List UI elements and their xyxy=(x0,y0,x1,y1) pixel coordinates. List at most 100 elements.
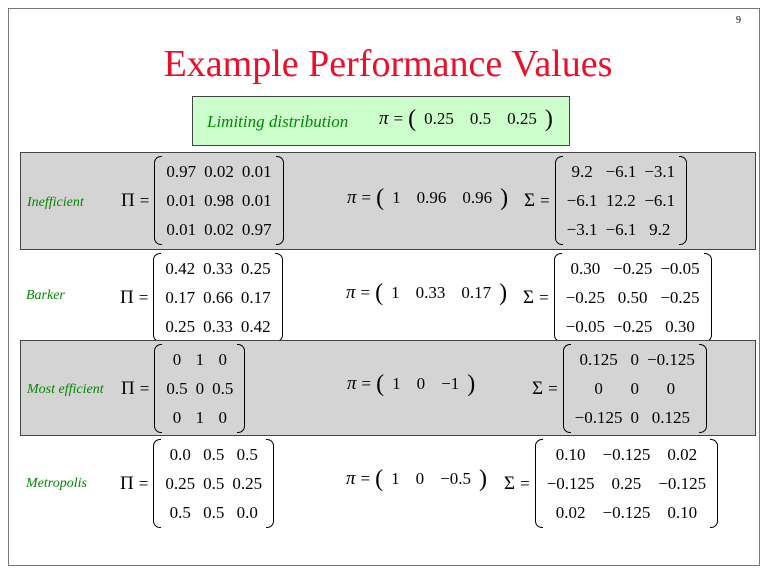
pi-vector-equation: π =(1 0 −0.5) xyxy=(346,467,487,491)
matrix-cell: 0.10 xyxy=(667,503,698,522)
limiting-distribution-box: Limiting distribution π = ( 0.25 0.5 0.2… xyxy=(192,96,570,146)
matrix-cell: 0.0 xyxy=(169,445,191,464)
matrix-cell: 0.5 xyxy=(169,503,191,522)
transition-matrix: 0.0 0.5 0.5 0.25 0.5 0.25 0.5 0.5 0.0 xyxy=(153,439,274,528)
covariance-matrix: 0.30 −0.25 −0.05 −0.25 0.50 −0.25 −0.05 −0.25 0.… xyxy=(553,253,712,342)
matrix-cell: 0.02 xyxy=(555,503,586,522)
matrix-cell: −0.125 xyxy=(658,474,707,493)
covariance-matrix: 0.10 −0.125 0.02 −0.125 0.25 −0.125 0.02 −0.125… xyxy=(534,439,719,528)
equals-sign: = xyxy=(520,473,530,493)
vector-value: 1 xyxy=(392,188,401,207)
capital-pi-symbol: Π xyxy=(120,286,134,308)
row-barker: Barker Π = 0.42 0.33 0.25 0.17 0.66 0.17 0.25 0.33… xyxy=(20,250,756,342)
equals-sign: = xyxy=(138,473,149,493)
matrix-cell: 0.17 xyxy=(240,288,271,307)
matrix-cell: −0.125 xyxy=(574,408,623,427)
pi-vector: (1 0 −1) xyxy=(376,372,475,396)
matrix-cell: 0.25 xyxy=(240,259,271,278)
matrix-cell: 0.30 xyxy=(570,259,601,278)
row-inefficient: Inefficient Π = 0.97 0.02 0.01 0.01 0.98 0.01 0.0… xyxy=(20,152,756,250)
matrix-cell: 0.25 xyxy=(611,474,642,493)
left-paren: ( xyxy=(376,185,385,211)
matrix-cell: 0.125 xyxy=(579,350,618,369)
matrix-cell: 0 xyxy=(630,408,640,427)
vector-value: 0.96 xyxy=(416,188,447,207)
page-title: Example Performance Values xyxy=(163,43,613,85)
matrix-cell: −0.25 xyxy=(613,317,653,336)
covariance-matrix: 0.125 0 −0.125 0 0 0 −0.125 0 0.125 xyxy=(562,344,708,433)
matrix-cell: 0 xyxy=(666,379,676,398)
row-label: Barker xyxy=(26,288,65,303)
vector-value: 0.17 xyxy=(461,283,492,302)
matrix-cell: 0.5 xyxy=(203,445,225,464)
equals-sign: = xyxy=(360,283,371,302)
transition-matrix-equation: Π = 0.97 0.02 0.01 0.01 0.98 0.01 0.01 0.02 0.97 xyxy=(121,156,284,245)
sigma-symbol: Σ xyxy=(523,286,535,308)
matrix-cell: 0.5 xyxy=(212,379,234,398)
matrix-cell: 0.33 xyxy=(203,259,233,278)
matrix-cell: 0.02 xyxy=(204,162,234,181)
equals-sign: = xyxy=(393,109,404,128)
matrix-cell: 0.5 xyxy=(203,503,225,522)
vector-value: 0.33 xyxy=(415,283,446,302)
vector-value: 1 xyxy=(391,469,400,488)
vector-value: 1 xyxy=(391,283,400,302)
page-number: 9 xyxy=(736,15,741,26)
left-paren: ( xyxy=(375,280,384,306)
matrix-cell: 0.25 xyxy=(165,317,196,336)
covariance-matrix-equation: Σ = 0.30 −0.25 −0.05 −0.25 0.50 −0.25 −0.05 −0.25… xyxy=(523,253,712,342)
right-paren: ) xyxy=(478,466,487,492)
matrix-cell: 0.97 xyxy=(241,220,272,239)
sigma-symbol: Σ xyxy=(504,472,516,494)
limiting-vector: ( 0.25 0.5 0.25 ) xyxy=(408,107,553,131)
equals-sign: = xyxy=(361,188,372,207)
equals-sign: = xyxy=(548,378,558,398)
matrix-cell: 0.01 xyxy=(166,191,197,210)
matrix-cell: 0 xyxy=(218,350,227,369)
matrix-cell: 1 xyxy=(195,350,205,369)
matrix-cell: 0.98 xyxy=(204,191,234,210)
covariance-matrix-equation: Σ = 0.10 −0.125 0.02 −0.125 0.25 −0.125 0.02 −0.1… xyxy=(504,439,719,528)
pi-vector: (1 0.33 0.17) xyxy=(375,281,507,305)
vector-value: 0.25 xyxy=(424,109,454,128)
matrix-cell: 0.42 xyxy=(240,317,271,336)
matrix-cell: 0.17 xyxy=(165,288,196,307)
pi-symbol: π xyxy=(347,373,357,394)
matrix-cell: −0.125 xyxy=(602,445,651,464)
matrix-cell: −6.1 xyxy=(605,220,637,239)
matrix-cell: 0.125 xyxy=(651,408,691,427)
equals-sign: = xyxy=(360,469,371,488)
vector-value: 0 xyxy=(415,469,425,488)
matrix-cell: 1 xyxy=(195,408,205,427)
matrix-cell: 9.2 xyxy=(649,220,671,239)
equals-sign: = xyxy=(361,374,372,393)
right-paren: ) xyxy=(499,280,508,306)
capital-pi-symbol: Π xyxy=(121,189,135,211)
pi-vector-equation: π =(1 0.96 0.96) xyxy=(347,186,508,210)
vector-value: 0.25 xyxy=(507,109,537,128)
pi-symbol: π xyxy=(346,282,356,303)
equals-sign: = xyxy=(139,378,150,398)
matrix-cell: 0.66 xyxy=(203,288,233,307)
pi-vector-equation: π =(1 0 −1) xyxy=(347,372,475,396)
pi-symbol: π xyxy=(347,187,357,208)
matrix-cell: −3.1 xyxy=(644,162,676,181)
row-most-efficient: Most efficient Π = 0 1 0 0.5 0 0.5 0 1 0 π =(1 0 −1) Σ = 0… xyxy=(20,340,756,436)
matrix-cell: 0.0 xyxy=(236,503,258,522)
vector-value: −0.5 xyxy=(440,469,471,488)
pi-symbol: π xyxy=(346,468,356,489)
transition-matrix-equation: Π = 0.0 0.5 0.5 0.25 0.5 0.25 0.5 0.5 0.0 xyxy=(120,439,274,528)
matrix-cell: 0.02 xyxy=(204,220,234,239)
matrix-cell: 0 xyxy=(630,379,640,398)
matrix-cell: 0 xyxy=(195,379,205,398)
transition-matrix-equation: Π = 0.42 0.33 0.25 0.17 0.66 0.17 0.25 0.33 0.42 xyxy=(120,253,283,342)
matrix-cell: 0.33 xyxy=(203,317,233,336)
transition-matrix: 0 1 0 0.5 0 0.5 0 1 0 xyxy=(154,344,246,433)
matrix-cell: −3.1 xyxy=(566,220,598,239)
matrix-cell: 0.50 xyxy=(617,288,648,307)
matrix-cell: 0.25 xyxy=(165,474,196,493)
right-paren: ) xyxy=(500,185,509,211)
matrix-cell: −0.25 xyxy=(660,288,700,307)
pi-vector: (1 0 −0.5) xyxy=(375,467,487,491)
matrix-cell: 0.5 xyxy=(203,474,225,493)
